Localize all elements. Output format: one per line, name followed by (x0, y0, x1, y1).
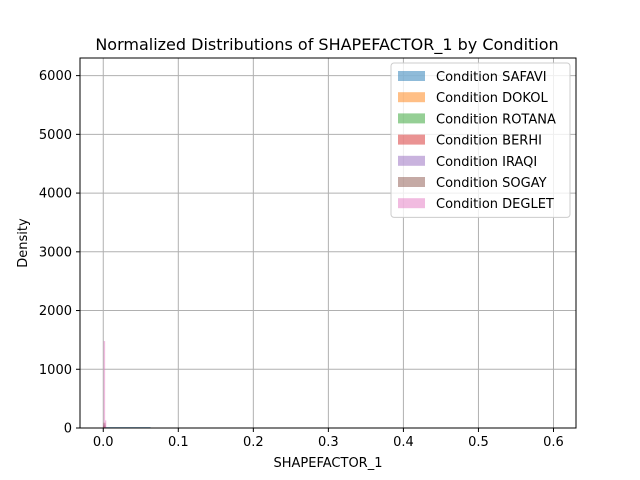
y-tick-label: 1000 (39, 363, 72, 378)
y-axis-ticks: 0 1000 2000 3000 4000 5000 6000 (39, 69, 80, 437)
legend-swatch (398, 71, 425, 81)
y-tick-label: 6000 (39, 69, 72, 84)
chart-title: Normalized Distributions of SHAPEFACTOR_… (95, 35, 558, 55)
legend-entry: Condition IRAQI (436, 155, 537, 170)
legend-frame (390, 62, 571, 218)
legend: Condition SAFAVI Condition DOKOL Condition… (390, 62, 571, 218)
x-tick-label: 0.5 (468, 435, 489, 450)
legend-entry: Condition DEGLET (436, 197, 554, 212)
x-axis-label: SHAPEFACTOR_1 (274, 456, 383, 471)
y-tick-label: 4000 (39, 187, 72, 202)
x-tick-label: 0.2 (243, 435, 264, 450)
x-tick-label: 0.4 (393, 435, 414, 450)
histogram-bar (105, 420, 107, 428)
legend-swatch (398, 198, 425, 209)
x-tick-label: 0.0 (93, 435, 114, 450)
y-tick-label: 3000 (39, 245, 72, 260)
x-tick-label: 0.1 (168, 435, 189, 450)
legend-entry: Condition SOGAY (436, 176, 547, 191)
legend-swatch (398, 177, 425, 187)
legend-entry: Condition DOKOL (436, 91, 548, 106)
legend-entry: Condition SAFAVI (436, 70, 547, 85)
legend-swatch (398, 113, 425, 124)
y-axis-label: Density (16, 218, 31, 268)
legend-swatch (398, 134, 425, 145)
x-tick-label: 0.6 (543, 435, 564, 450)
x-axis-ticks: 0.0 0.1 0.2 0.3 0.4 0.5 0.6 (93, 428, 564, 450)
legend-swatch (398, 92, 425, 103)
legend-entry: Condition BERHI (436, 134, 542, 149)
y-tick-label: 2000 (39, 304, 72, 319)
histogram-bar (103, 341, 106, 428)
x-tick-label: 0.3 (318, 435, 339, 450)
y-tick-label: 5000 (39, 128, 72, 143)
legend-swatch (398, 155, 425, 166)
y-tick-label: 0 (64, 422, 72, 437)
legend-entry: Condition ROTANA (436, 112, 556, 127)
